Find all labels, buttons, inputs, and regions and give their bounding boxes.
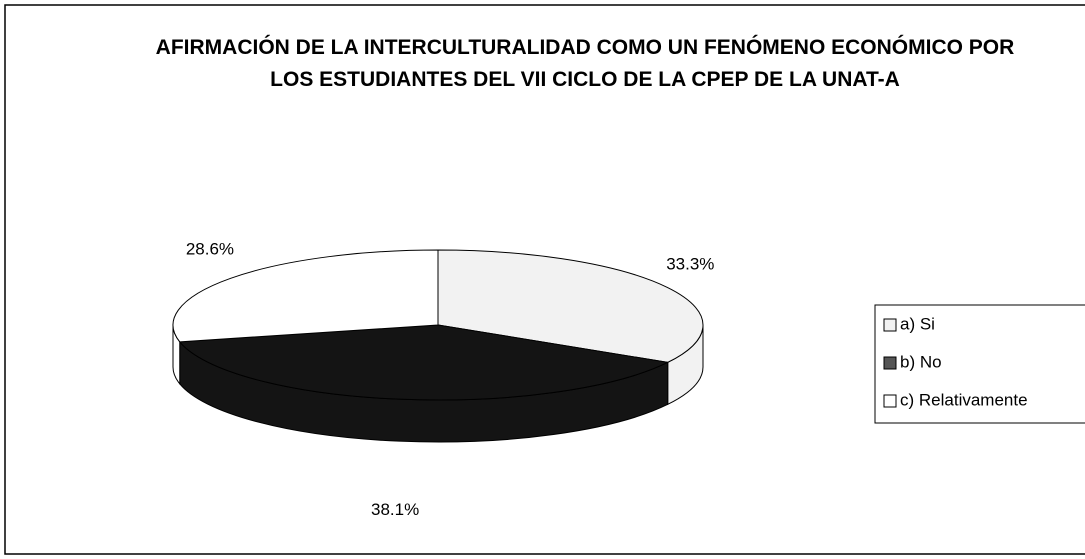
slice-top — [437, 249, 704, 363]
legend-label: c) Relativamente — [900, 390, 1028, 409]
legend-box — [874, 304, 1085, 424]
legend-label: b) No — [900, 352, 942, 371]
data-label: 28.6% — [186, 240, 234, 259]
legend-swatch — [883, 356, 897, 370]
legend-swatch — [883, 394, 897, 408]
chart-border — [4, 4, 1085, 555]
data-label: 33.3% — [666, 254, 714, 273]
legend-label: a) Si — [900, 314, 935, 333]
slice-top — [172, 249, 439, 343]
data-label: 38.1% — [371, 500, 419, 519]
chart-title: AFIRMACIÓN DE LA INTERCULTURALIDAD COMO … — [155, 36, 1015, 91]
slice-top — [178, 324, 670, 401]
legend-swatch — [883, 318, 897, 332]
